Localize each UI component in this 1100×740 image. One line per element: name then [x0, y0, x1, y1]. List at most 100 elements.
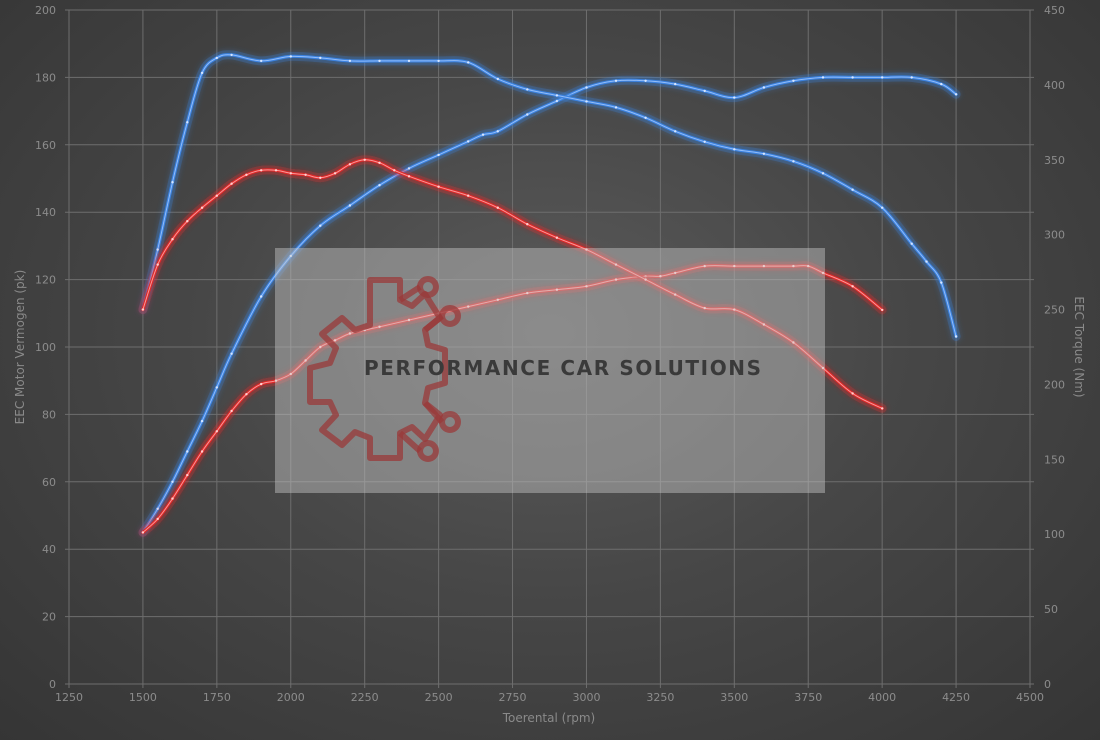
x-tick-label: 3000	[572, 691, 600, 704]
y-right-tick-label: 450	[1044, 4, 1065, 17]
x-tick-label: 1500	[129, 691, 157, 704]
data-point	[348, 332, 352, 335]
data-point	[496, 130, 499, 133]
y-right-tick-label: 250	[1044, 304, 1065, 317]
data-point	[407, 175, 411, 178]
data-point	[171, 480, 174, 483]
y-right-tick-label: 300	[1044, 229, 1065, 242]
series-highlight	[142, 265, 883, 533]
data-point	[289, 372, 292, 376]
data-point	[526, 291, 529, 295]
data-point	[644, 116, 647, 120]
data-point	[319, 345, 322, 349]
data-point	[910, 76, 913, 79]
y-left-tick-label: 180	[35, 71, 56, 84]
x-tick-label: 1250	[55, 691, 83, 704]
x-tick-label: 3500	[720, 691, 748, 704]
series-red-left-axis	[138, 261, 887, 537]
data-point	[215, 194, 218, 197]
data-point	[703, 89, 706, 93]
data-point	[156, 507, 159, 510]
data-point	[674, 293, 677, 296]
data-point	[407, 318, 411, 322]
series-blue-right-axis	[138, 50, 961, 341]
data-point	[333, 339, 337, 342]
data-point	[378, 161, 381, 164]
data-point	[186, 220, 189, 223]
data-point	[407, 167, 411, 170]
data-point	[289, 172, 292, 175]
y-left-tick-label: 20	[42, 611, 56, 624]
data-point	[200, 419, 204, 423]
data-point	[156, 248, 159, 251]
data-point	[171, 497, 174, 500]
data-point	[496, 77, 499, 81]
x-tick-label: 4000	[868, 691, 896, 704]
data-point	[467, 194, 470, 197]
data-point	[644, 278, 647, 281]
x-tick-label: 3750	[794, 691, 822, 704]
grid	[65, 9, 1034, 688]
data-point	[674, 271, 677, 275]
data-point	[200, 450, 204, 453]
data-point	[215, 386, 218, 389]
data-point	[230, 182, 233, 185]
x-tick-label: 2000	[277, 691, 305, 704]
y-right-tick-label: 400	[1044, 79, 1065, 92]
data-point	[319, 56, 322, 60]
data-point	[274, 379, 278, 382]
data-point	[526, 223, 529, 226]
data-point	[792, 79, 795, 83]
data-point	[156, 517, 159, 521]
data-point	[585, 100, 588, 103]
data-point	[821, 366, 825, 370]
data-point	[496, 298, 499, 301]
y-left-tick-label: 120	[35, 274, 56, 287]
data-point	[260, 169, 263, 172]
data-point	[762, 86, 766, 89]
data-point	[186, 473, 189, 477]
data-point	[304, 359, 307, 362]
y-right-tick-label: 150	[1044, 453, 1065, 466]
data-point	[614, 106, 618, 109]
data-point	[821, 76, 825, 79]
data-point	[555, 236, 559, 239]
y-left-axis-ticks: 0 20 40 60 80 100 120 140 160 180 200	[35, 4, 56, 691]
data-point	[289, 254, 292, 258]
data-point	[954, 335, 958, 338]
data-point	[733, 96, 736, 99]
data-point	[954, 93, 958, 96]
data-point	[940, 82, 943, 86]
data-point	[851, 76, 854, 79]
data-point	[851, 188, 854, 191]
y-left-tick-label: 40	[42, 543, 56, 556]
data-point	[585, 248, 588, 251]
data-point	[437, 185, 440, 188]
data-point	[171, 238, 174, 241]
data-point	[260, 382, 263, 386]
y-left-tick-label: 140	[35, 206, 56, 219]
data-point	[703, 306, 706, 310]
data-point	[274, 169, 278, 172]
y-left-tick-label: 0	[49, 678, 56, 691]
data-point	[333, 172, 337, 175]
watermark-panel	[275, 248, 825, 493]
x-tick-label: 3250	[646, 691, 674, 704]
data-point	[733, 264, 736, 268]
y-right-tick-label: 100	[1044, 528, 1065, 541]
watermark: PERFORMANCE CAR SOLUTIONS	[275, 248, 825, 493]
data-point	[141, 308, 145, 311]
data-point	[821, 172, 825, 175]
data-point	[733, 308, 736, 311]
data-point	[851, 285, 854, 288]
data-point	[467, 61, 470, 64]
data-point	[200, 206, 204, 209]
x-tick-label: 2250	[351, 691, 379, 704]
data-point	[378, 184, 381, 187]
data-point	[260, 295, 263, 298]
data-point	[171, 181, 174, 184]
data-point	[940, 281, 943, 284]
data-point	[659, 275, 662, 278]
data-point	[407, 59, 411, 63]
